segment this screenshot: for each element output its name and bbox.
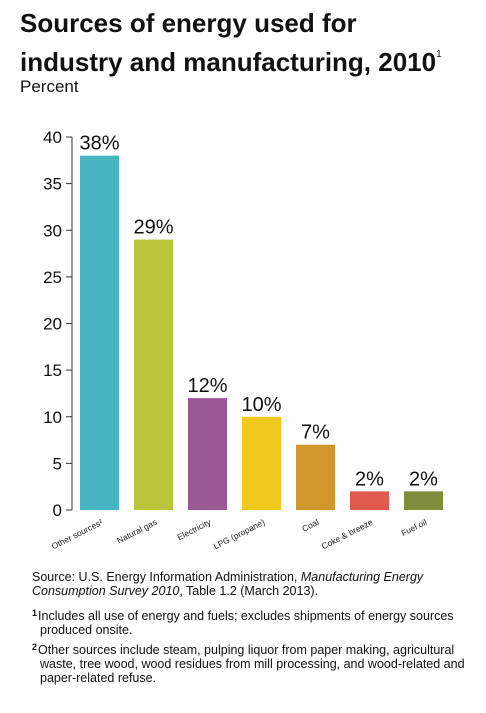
bar-data-label: 2%: [355, 468, 384, 490]
bar: [296, 444, 335, 510]
x-category-label: Coal: [300, 517, 320, 534]
title-footnote-marker: 1: [436, 49, 442, 60]
y-tick-label: 10: [43, 408, 62, 427]
chart-title-line2: industry and manufacturing, 2010: [20, 47, 437, 77]
y-tick-label: 40: [43, 128, 62, 147]
chart-title-line1: Sources of energy used for: [20, 8, 357, 38]
y-tick-label: 30: [43, 221, 62, 240]
x-category-label: LPG (propane): [212, 517, 267, 552]
source-prefix: Source: U.S. Energy Information Administ…: [32, 570, 301, 584]
y-tick-label: 0: [53, 501, 62, 520]
y-tick-label: 35: [43, 175, 62, 194]
bar: [188, 398, 227, 510]
bar: [242, 416, 281, 510]
bar-data-label: 29%: [133, 217, 173, 239]
footnote-1: 1Includes all use of energy and fuels; e…: [32, 606, 472, 637]
source-note: Source: U.S. Energy Information Administ…: [32, 570, 472, 598]
footnote-2-marker: 2: [32, 642, 38, 652]
bar: [80, 155, 119, 510]
footnote-1-marker: 1: [32, 608, 38, 618]
bar: [350, 491, 389, 510]
x-category-label: Electricity: [175, 517, 213, 543]
y-tick-label: 15: [43, 361, 62, 380]
bar: [134, 239, 173, 510]
footnote-2-text: Other sources include steam, pulping liq…: [38, 643, 465, 685]
bar-data-label: 10%: [241, 394, 281, 416]
y-tick-label: 25: [43, 268, 62, 287]
source-suffix: , Table 1.2 (March 2013).: [179, 584, 319, 598]
bar-data-label: 38%: [79, 133, 119, 155]
y-tick-label: 5: [53, 454, 62, 473]
bar-data-label: 2%: [409, 468, 438, 490]
chart-title: Sources of energy used for industry and …: [20, 8, 480, 78]
footnote-1-text: Includes all use of energy and fuels; ex…: [38, 609, 454, 637]
bar-data-label: 7%: [301, 422, 330, 444]
y-axis-unit-label: Percent: [20, 77, 79, 96]
source-title: Manufacturing Energy Consumption Survey …: [32, 570, 424, 598]
bar-data-label: 12%: [187, 375, 227, 397]
x-category-label: Other sources²: [50, 517, 105, 552]
x-category-label: Fuel oil: [399, 517, 428, 538]
x-category-label: Natural gas: [115, 517, 158, 546]
bar: [404, 491, 443, 510]
x-category-label: Coke & breeze: [320, 517, 375, 552]
footnote-2: 2Other sources include steam, pulping li…: [32, 640, 472, 685]
y-tick-label: 20: [43, 315, 62, 334]
